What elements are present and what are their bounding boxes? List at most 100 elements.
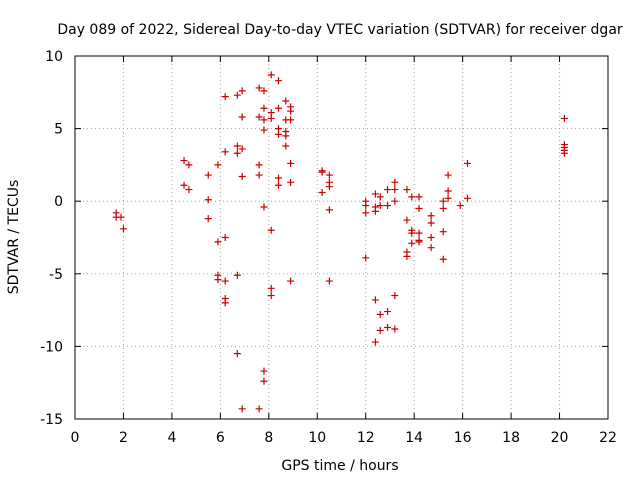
data-point <box>325 183 333 191</box>
data-point <box>371 296 379 304</box>
data-point <box>391 292 399 300</box>
data-point <box>376 193 384 201</box>
x-tick-label: 2 <box>119 430 128 446</box>
data-point <box>204 196 212 204</box>
data-point <box>403 252 411 260</box>
data-point <box>362 254 370 262</box>
data-point <box>463 194 471 202</box>
data-point <box>391 178 399 186</box>
data-point <box>255 405 263 413</box>
data-point <box>439 228 447 236</box>
data-point <box>415 238 423 246</box>
data-point <box>444 171 452 179</box>
x-tick-label: 20 <box>551 430 569 446</box>
data-point <box>376 310 384 318</box>
data-point <box>415 193 423 201</box>
y-tick-label: -10 <box>40 339 63 355</box>
data-point <box>267 71 275 79</box>
data-point <box>233 271 241 279</box>
data-point <box>214 238 222 246</box>
data-point <box>260 203 268 211</box>
y-axis-label: SDTVAR / TECUs <box>6 180 22 295</box>
data-point <box>260 377 268 385</box>
data-point <box>260 126 268 134</box>
data-point <box>260 116 268 124</box>
data-point <box>275 77 283 85</box>
data-point <box>318 188 326 196</box>
data-point <box>260 367 268 375</box>
data-point <box>214 276 222 284</box>
data-point <box>444 187 452 195</box>
data-point <box>408 239 416 247</box>
data-point <box>214 161 222 169</box>
data-point <box>287 159 295 167</box>
data-point <box>427 219 435 227</box>
x-tick-label: 6 <box>216 430 225 446</box>
data-point <box>371 190 379 198</box>
x-tick-label: 4 <box>167 430 176 446</box>
data-point <box>403 216 411 224</box>
y-tick-label: 5 <box>54 122 63 138</box>
data-point <box>391 186 399 194</box>
axis-ticks <box>74 55 609 420</box>
data-point <box>204 171 212 179</box>
x-tick-label: 18 <box>502 430 520 446</box>
data-point <box>415 229 423 237</box>
tick-labels: 0 2 4 6 8 10 12 14 16 18 20 22 -15 -10 -5 0 5 10 <box>40 49 617 446</box>
x-tick-label: 0 <box>71 430 80 446</box>
data-point <box>287 277 295 285</box>
data-point <box>221 148 229 156</box>
data-point <box>238 113 246 121</box>
data-point <box>408 193 416 201</box>
data-point <box>221 234 229 241</box>
data-point <box>384 186 392 194</box>
x-tick-label: 14 <box>405 430 423 446</box>
data-point <box>233 91 241 99</box>
data-point <box>255 113 263 121</box>
data-point <box>260 104 268 112</box>
data-point <box>376 326 384 334</box>
data-point <box>238 173 246 181</box>
data-point <box>117 213 125 221</box>
data-point <box>427 234 435 241</box>
data-point <box>287 107 295 115</box>
data-point <box>204 215 212 223</box>
x-tick-label: 12 <box>357 430 375 446</box>
data-point <box>384 308 392 316</box>
data-point <box>267 226 275 234</box>
data-point <box>282 132 290 140</box>
data-point <box>391 325 399 333</box>
grid-lines <box>75 56 608 419</box>
x-tick-label: 22 <box>599 430 617 446</box>
data-point <box>384 202 392 210</box>
data-point <box>376 202 384 210</box>
data-point <box>371 207 379 215</box>
data-point <box>238 87 246 95</box>
x-tick-label: 16 <box>454 430 472 446</box>
data-point <box>267 292 275 300</box>
data-point <box>384 324 392 332</box>
data-point <box>260 87 268 95</box>
chart-title: Day 089 of 2022, Sidereal Day-to-day VTE… <box>57 22 623 38</box>
data-point <box>180 157 188 165</box>
data-point <box>275 104 283 112</box>
data-point <box>238 145 246 153</box>
data-point <box>275 181 283 189</box>
data-point <box>439 197 447 205</box>
data-point <box>267 284 275 292</box>
data-point <box>282 97 290 105</box>
y-tick-label: -5 <box>49 267 63 283</box>
data-point <box>444 194 452 202</box>
data-point <box>427 244 435 252</box>
data-point <box>185 186 193 194</box>
data-point <box>233 142 241 150</box>
x-tick-label: 8 <box>264 430 273 446</box>
data-point <box>119 225 127 233</box>
x-tick-label: 10 <box>308 430 326 446</box>
data-point <box>560 114 568 122</box>
data-point <box>371 338 379 346</box>
data-point <box>391 197 399 205</box>
data-point <box>180 181 188 189</box>
data-point <box>325 277 333 285</box>
data-point <box>408 229 416 237</box>
